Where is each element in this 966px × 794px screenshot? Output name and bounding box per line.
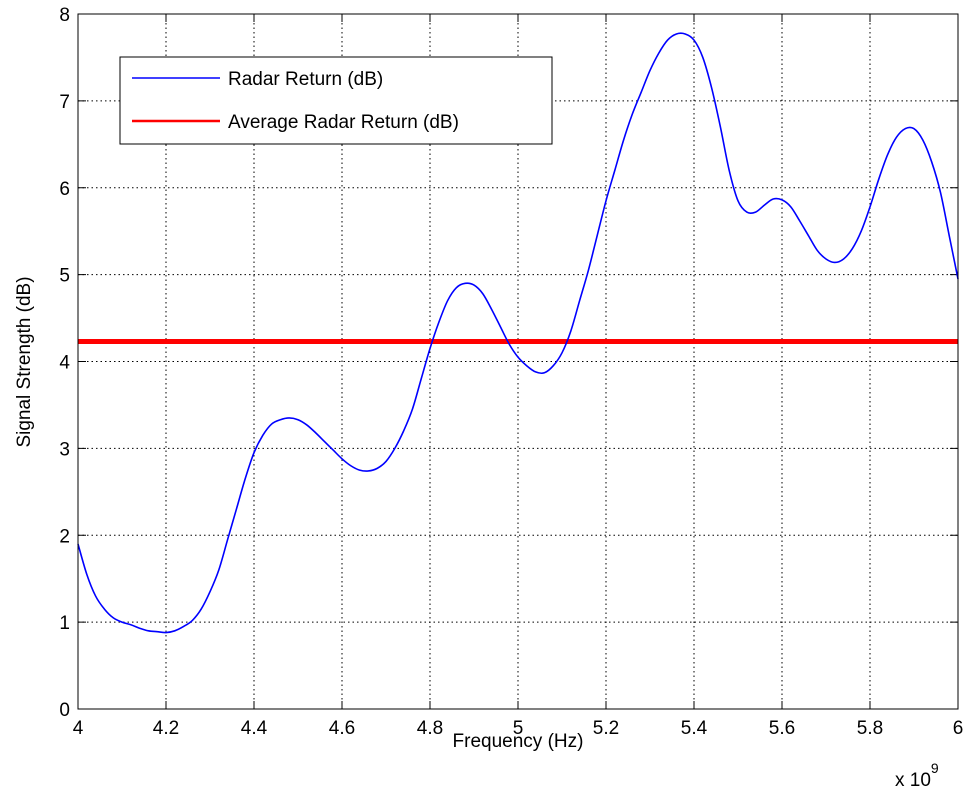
y-tick-label: 0 — [59, 700, 70, 721]
legend-box — [119, 56, 553, 145]
x-tick-label: 5 — [513, 718, 524, 739]
x-tick-label: 5.6 — [769, 718, 795, 739]
y-tick-label: 3 — [59, 439, 70, 460]
x-tick-label: 4.6 — [329, 718, 355, 739]
x-axis-label: Frequency (Hz) — [453, 731, 584, 752]
x-tick-labels: 4 4.2 4.4 4.6 4.8 5 5.2 5.4 5.6 5.8 6 — [73, 718, 964, 739]
x-multiplier-exponent: 9 — [931, 760, 939, 776]
y-tick-label: 4 — [59, 353, 70, 374]
y-tick-label: 8 — [59, 5, 70, 26]
series-group — [77, 32, 959, 634]
y-tick-label: 7 — [59, 92, 70, 113]
series-radar-return-line — [77, 32, 959, 634]
x-tick-label: 5.4 — [681, 718, 708, 739]
legend-label-radar-return: Radar Return (dB) — [228, 69, 383, 90]
x-tick-label: 4.4 — [241, 718, 268, 739]
x-multiplier-label: x 109 — [895, 760, 939, 791]
x-tick-label: 4.2 — [153, 718, 179, 739]
y-axis-label: Signal Strength (dB) — [14, 276, 35, 447]
x-tick-label: 5.8 — [857, 718, 883, 739]
legend: Radar Return (dB) Average Radar Return (… — [119, 56, 553, 145]
y-tick-label: 5 — [59, 266, 70, 287]
plot-frame — [77, 13, 959, 710]
legend-label-average-radar-return: Average Radar Return (dB) — [228, 112, 459, 133]
y-tick-label: 6 — [59, 179, 70, 200]
x-tick-label: 6 — [953, 718, 964, 739]
x-tick-label: 4 — [73, 718, 84, 739]
y-tick-labels: 0 1 2 3 4 5 6 7 8 — [59, 5, 70, 721]
x-tick-label: 5.2 — [593, 718, 619, 739]
y-tick-label: 2 — [59, 526, 70, 547]
x-tick-label: 4.8 — [417, 718, 443, 739]
y-tick-label: 1 — [59, 613, 70, 634]
